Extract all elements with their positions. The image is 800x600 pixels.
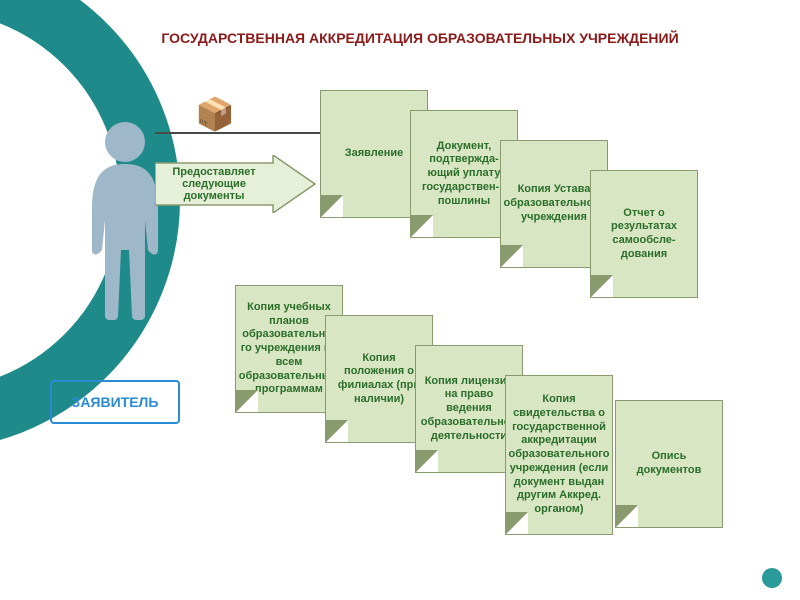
provides-arrow-label: Предоставляет следующие документы xyxy=(155,155,273,213)
corner-dot-icon xyxy=(762,568,782,588)
doc-card: Копия свидетельства о государственной ак… xyxy=(505,375,613,535)
page-fold-shade xyxy=(506,512,528,534)
doc-card-label: Документ, подтвержда-ющий уплату государ… xyxy=(417,140,511,209)
page-fold-shade xyxy=(236,390,258,412)
page-fold-shade xyxy=(616,505,638,527)
page-title: ГОСУДАРСТВЕННАЯ АККРЕДИТАЦИЯ ОБРАЗОВАТЕЛ… xyxy=(70,30,770,46)
doc-card-label: Заявление xyxy=(345,147,404,161)
doc-card-label: Копия свидетельства о государственной ак… xyxy=(509,393,610,517)
page-fold-shade xyxy=(501,245,523,267)
page-fold-shade xyxy=(591,275,613,297)
doc-card: Опись документов xyxy=(615,400,723,528)
person-icon xyxy=(80,120,170,320)
doc-card: Отчет о результатах самообсле-дования xyxy=(590,170,698,298)
doc-card-label: Копия положения о филиалах (при наличии) xyxy=(332,352,426,407)
doc-card-label: Отчет о результатах самообсле-дования xyxy=(597,207,691,262)
provides-arrow: Предоставляет следующие документы xyxy=(155,155,320,218)
page-fold-shade xyxy=(321,195,343,217)
delivery-icon: 📦 xyxy=(195,95,235,133)
doc-card-label: Опись документов xyxy=(622,450,716,478)
applicant-label: ЗАЯВИТЕЛЬ xyxy=(72,394,159,410)
page-fold-shade xyxy=(411,215,433,237)
page-fold-shade xyxy=(416,450,438,472)
connector-line xyxy=(155,132,320,134)
page-fold-shade xyxy=(326,420,348,442)
doc-card-label: Копия лицензии на право ведения образова… xyxy=(421,375,518,444)
applicant-box: ЗАЯВИТЕЛЬ xyxy=(50,380,180,424)
